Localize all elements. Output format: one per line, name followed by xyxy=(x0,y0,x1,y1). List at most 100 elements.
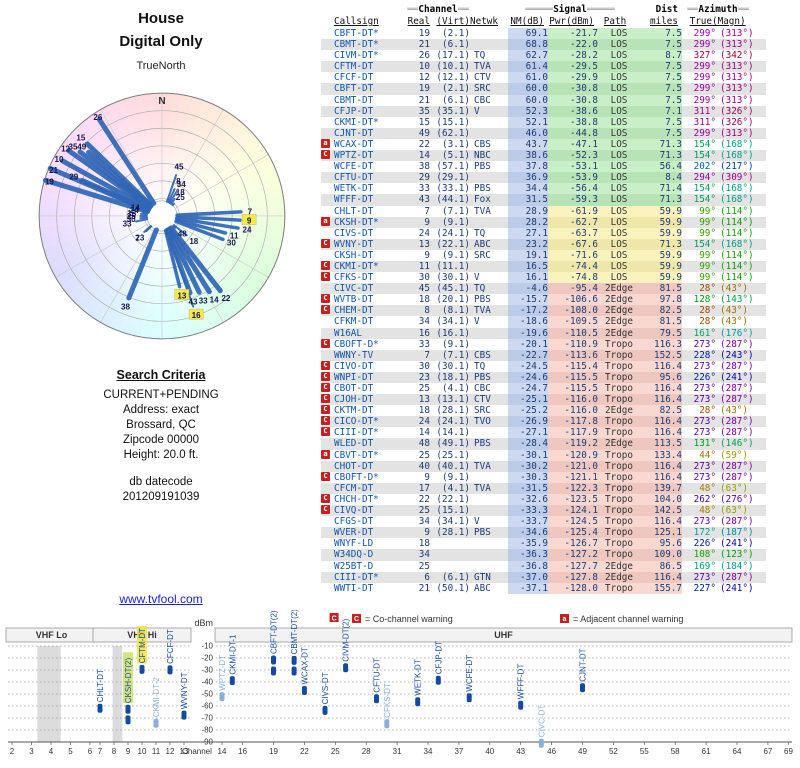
callsign-link[interactable]: CFKS-DT xyxy=(334,272,406,284)
callsign-link[interactable]: WLED-DT xyxy=(334,438,406,450)
callsign-link[interactable]: CKTM-DT xyxy=(334,405,406,417)
callsign-link[interactable]: CIII-DT* xyxy=(334,427,406,439)
channel-warning-badge: C xyxy=(321,493,330,503)
callsign-link[interactable]: CFTM-DT xyxy=(334,61,406,73)
table-row: W16AL 16 (16.1) -19.6 -110.5 2Edge 79.5 161° (17… xyxy=(321,327,799,339)
callsign-link[interactable]: W25BT-D xyxy=(334,560,406,572)
signal-marker xyxy=(153,718,159,728)
callsign-link[interactable]: CKSH-DT xyxy=(334,249,406,261)
callsign-link[interactable]: CHLT-DT xyxy=(334,205,406,217)
channel-warning-badge: C xyxy=(321,238,330,248)
table-row: CKSH-DT 9 (9.1) SRC 19.1 -71.6 LOS 59.9 99° (114°… xyxy=(321,249,799,261)
channel-warning-badge: a xyxy=(321,216,330,226)
callsign-link[interactable]: CFTU-DT xyxy=(334,172,406,184)
callsign-link[interactable]: CBOT-DT xyxy=(334,383,406,395)
svg-text:2: 2 xyxy=(10,747,15,756)
svg-text:8: 8 xyxy=(112,747,117,756)
table-row: W34DQ-D 34 -36.3 -127.2 Tropo 109.0 108° (123°) xyxy=(321,549,799,561)
callsign-link[interactable]: CBVT-DT* xyxy=(334,449,406,461)
callsign-link[interactable]: CBMT-DT* xyxy=(334,39,406,51)
callsign-link[interactable]: CFJP-DT xyxy=(334,105,406,117)
callsign-link[interactable]: CBMT-DT xyxy=(334,94,406,106)
svg-text:16: 16 xyxy=(192,311,201,320)
callsign-link[interactable]: WWNY-TV xyxy=(334,349,406,361)
svg-text:10: 10 xyxy=(138,747,147,756)
callsign-link[interactable]: CBFT-DT* xyxy=(334,28,406,40)
callsign-link[interactable]: CHOT-DT xyxy=(334,460,406,472)
callsign-link[interactable]: WWTI-DT xyxy=(334,582,406,594)
callsign-link[interactable]: CHCH-DT* xyxy=(334,493,406,506)
tvfool-link[interactable]: www.tvfool.com xyxy=(119,592,203,606)
callsign-link[interactable]: CIVC-DT xyxy=(334,283,406,295)
callsign-link[interactable]: CIVM-DT* xyxy=(334,50,406,62)
callsign-link[interactable]: CFCF-DT xyxy=(334,72,406,84)
search-criteria: Search Criteria CURRENT+PENDING Address: … xyxy=(0,368,322,505)
callsign-link[interactable]: WVTB-DT xyxy=(334,294,406,306)
table-row: CBMT-DT 21 (6.1) CBC 60.0 -30.8 LOS 7.5 299° (313… xyxy=(321,94,799,106)
svg-text:30: 30 xyxy=(227,239,236,248)
callsign-link[interactable]: CIVQ-DT xyxy=(334,505,406,517)
svg-text:14: 14 xyxy=(218,747,227,756)
table-row: CBMT-DT* 21 (6.1) 68.8 -22.0 LOS 7.5 299° (313°) xyxy=(321,39,799,51)
callsign-link[interactable]: WPTZ-DT xyxy=(334,150,406,162)
footer-link-wrap: www.tvfool.com xyxy=(0,592,322,606)
callsign-link[interactable]: CHEM-DT xyxy=(334,305,406,317)
callsign-link[interactable]: WCAX-DT xyxy=(334,138,406,151)
table-row: C CKMI-DT* 11 (11.1) 16.5 -74.4 LOS 59.9 99° (114… xyxy=(321,260,799,273)
callsign-link[interactable]: CFGS-DT xyxy=(334,516,406,528)
table-row: C CHCH-DT* 22 (22.1) -32.6 -123.5 Tropo 104.0 26… xyxy=(321,493,799,506)
station-label: CHLT-DT xyxy=(96,669,105,702)
svg-text:40: 40 xyxy=(485,747,494,756)
station-label: CIVC-DT xyxy=(537,705,546,738)
callsign-link[interactable]: CIVS-DT xyxy=(334,227,406,239)
callsign-link[interactable]: CICO-DT* xyxy=(334,416,406,428)
callsign-link[interactable]: CBFT-DT xyxy=(334,83,406,95)
callsign-link[interactable]: WETK-DT xyxy=(334,183,406,195)
callsign-link[interactable]: CJNT-DT xyxy=(334,127,406,139)
svg-text:-40: -40 xyxy=(201,678,213,687)
station-label: CBFT-DT(2) xyxy=(270,610,279,654)
channel-ticks: 2 3 4 5 6 7 8 9 10 11 12 13 14 16 19 22 25 28 31 34 37 40 43 46… xyxy=(10,742,793,756)
callsign-link[interactable]: CJOH-DT xyxy=(334,394,406,406)
callsign-link[interactable]: WVER-DT xyxy=(334,527,406,539)
svg-text:UHF: UHF xyxy=(494,630,513,640)
callsign-link[interactable]: WFFF-DT xyxy=(334,194,406,206)
channel-warning-badge: C xyxy=(321,150,330,160)
svg-text:-50: -50 xyxy=(201,690,213,699)
svg-text:67: 67 xyxy=(763,747,772,756)
channel-warning-badge: C xyxy=(321,405,330,415)
callsign-link[interactable]: CKMI-DT* xyxy=(334,116,406,128)
callsign-link[interactable]: WCFE-DT xyxy=(334,161,406,173)
svg-text:21: 21 xyxy=(49,166,58,175)
svg-text:VHF Lo: VHF Lo xyxy=(36,630,68,640)
channel-warning-badge: C xyxy=(321,338,330,348)
svg-text:58: 58 xyxy=(671,747,680,756)
callsign-link[interactable]: WNYF-LD xyxy=(334,538,406,550)
dbm-axis-title: dBm xyxy=(194,618,213,628)
callsign-link[interactable]: CBOFT-D* xyxy=(334,338,406,350)
callsign-link[interactable]: CIII-DT* xyxy=(334,571,406,583)
search-criteria-line: Height: 20.0 ft. xyxy=(123,449,199,461)
callsign-link[interactable]: CFCM-DT xyxy=(334,482,406,494)
callsign-link[interactable]: W16AL xyxy=(334,327,406,339)
callsign-link[interactable]: CIVO-DT xyxy=(334,360,406,372)
warning-legend: C = Co-channel warning a = Adjacent channel… xyxy=(352,614,683,624)
signal-marker xyxy=(435,675,441,685)
callsign-link[interactable]: WNPI-DT xyxy=(334,371,406,383)
station-label: CKSH-DT(2) xyxy=(124,658,133,704)
svg-text:30: 30 xyxy=(127,215,136,224)
callsign-link[interactable]: CBOFT-D* xyxy=(334,471,406,483)
callsign-link[interactable]: CKSH-DT* xyxy=(334,216,406,228)
table-row: WNYF-LD 18 -35.9 -126.7 Tropo 95.6 226° (241°) xyxy=(321,538,799,550)
callsign-link[interactable]: CKMI-DT* xyxy=(334,260,406,273)
callsign-link[interactable]: W34DQ-D xyxy=(334,549,406,561)
svg-text:13: 13 xyxy=(127,209,136,218)
table-row: WWTI-DT 21 (50.1) ABC -37.1 -128.0 Tropo 155.7 2… xyxy=(321,582,799,594)
callsign-link[interactable]: CFKM-DT xyxy=(334,316,406,328)
callsign-link[interactable]: WVNY-DT xyxy=(334,238,406,250)
table-row: CFTU-DT 29 (29.1) 36.9 -53.9 LOS 8.4 294° (309°) xyxy=(321,172,799,184)
search-criteria-line: Address: exact xyxy=(122,404,200,416)
station-label: CIVS-DT xyxy=(321,672,330,704)
